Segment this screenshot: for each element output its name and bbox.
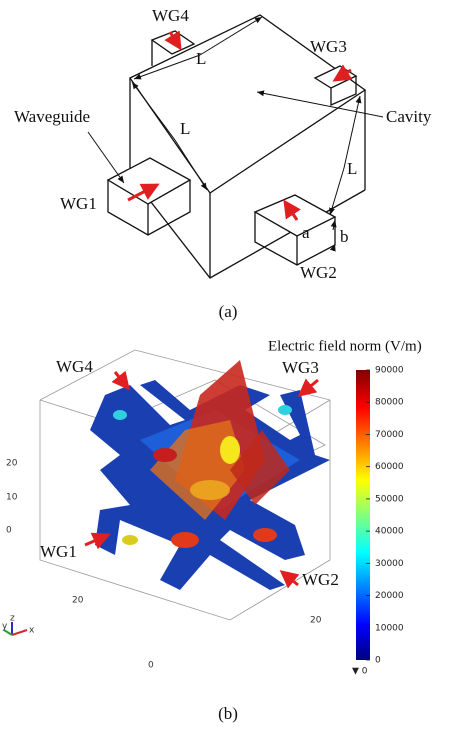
field-plot (4, 350, 370, 660)
colorbar-ticks: 0 10000 20000 30000 40000 50000 60000 70000 8000… (366, 366, 404, 666)
field-blob (113, 410, 127, 420)
label: WG3 (310, 37, 347, 56)
label: WG3 (282, 358, 319, 377)
pointer (257, 92, 383, 117)
dim-arrow (132, 82, 175, 140)
port-arrow (300, 380, 318, 395)
dim-arrow (344, 96, 360, 168)
wg1 (108, 158, 190, 204)
port-arrow (282, 572, 298, 585)
label: L (180, 119, 190, 138)
axis-tick: 10 (6, 493, 18, 503)
dim-arrow (200, 17, 262, 55)
field-blob (122, 535, 138, 545)
colorbar-label: 0 (375, 656, 381, 666)
field-blob (220, 436, 240, 464)
label: WG4 (152, 6, 189, 25)
dim-arrow (134, 55, 200, 79)
label: WG1 (60, 194, 97, 213)
field-blob (253, 528, 277, 542)
label: WG2 (300, 263, 337, 282)
label: WG1 (40, 542, 77, 561)
axis-tick: 0 (148, 661, 154, 671)
label: WG2 (302, 570, 339, 589)
label: L (347, 159, 357, 178)
colorbar-label: 70000 (375, 430, 404, 440)
colorbar-label: 50000 (375, 494, 404, 504)
field-blob (171, 532, 199, 548)
colorbar-label: 80000 (375, 398, 404, 408)
axis-tick: 20 (6, 459, 18, 469)
triad-axis (12, 630, 27, 635)
triad-label: y (2, 622, 8, 632)
colorbar-label: 20000 (375, 591, 404, 601)
triad-label: z (10, 614, 15, 624)
field-blob (153, 448, 177, 462)
axis-tick: 0 (6, 526, 12, 536)
label: L (196, 49, 206, 68)
field-blob (278, 405, 292, 415)
pointer (88, 132, 124, 183)
axis-tick: 20 (310, 616, 322, 626)
colorbar-label: 30000 (375, 559, 404, 569)
colorbar (356, 370, 370, 660)
plot-title: Electric field norm (V/m) (268, 338, 422, 354)
caption: (a) (219, 302, 238, 321)
axis-tick: 20 (72, 596, 84, 606)
dim-arrow (330, 168, 344, 215)
label: Cavity (386, 107, 432, 126)
port-arrow (115, 372, 128, 388)
figure: WG4 L WG3 Waveguide Cavity L L WG1 a b W… (0, 0, 457, 730)
label: Waveguide (14, 107, 90, 126)
colorbar-min: ▼ 0 (352, 667, 368, 677)
triad-label: x (29, 626, 35, 636)
colorbar-label: 90000 (375, 366, 404, 376)
colorbar-label: 60000 (375, 462, 404, 472)
label: a (302, 223, 310, 242)
colorbar-label: 40000 (375, 527, 404, 537)
field-blob (190, 480, 230, 500)
label: b (340, 227, 349, 246)
colorbar-label: 10000 (375, 623, 404, 633)
caption: (b) (218, 704, 238, 723)
label: WG4 (56, 357, 93, 376)
